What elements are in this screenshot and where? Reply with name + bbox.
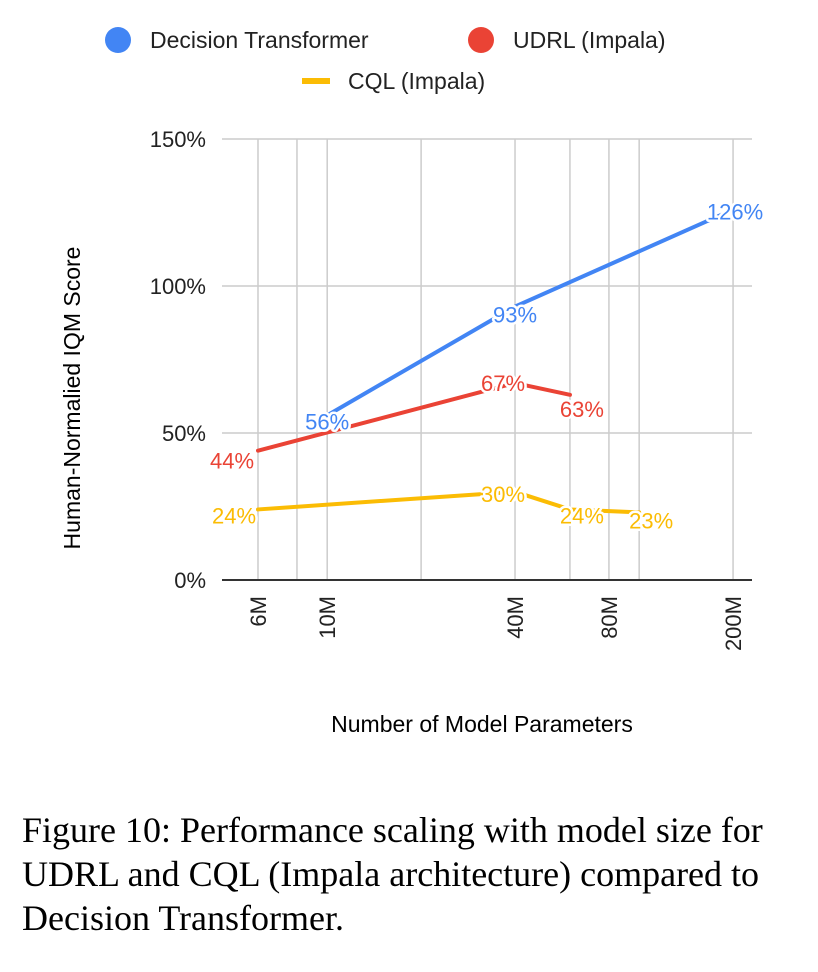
legend-label: Decision Transformer xyxy=(150,27,369,53)
y-tick-label: 0% xyxy=(174,568,206,593)
data-label-halo: 44% xyxy=(210,449,254,474)
axes: 0% 50% 100% 150% 6M 10M 40M 80M 200M xyxy=(150,127,752,651)
data-label: 63% xyxy=(560,397,604,422)
y-tick-label: 50% xyxy=(162,421,206,446)
x-tick-label: 200M xyxy=(721,596,746,651)
data-label: 56% xyxy=(305,409,349,434)
y-axis-label: Human-Normalied IQM Score xyxy=(59,247,85,550)
data-label-halo: 126% xyxy=(707,200,763,225)
data-label: 126% xyxy=(707,200,763,225)
x-axis-label: Number of Model Parameters xyxy=(331,711,633,737)
legend-marker-circle xyxy=(105,27,131,53)
data-label-halo: 93% xyxy=(493,303,537,328)
legend-label: UDRL (Impala) xyxy=(513,27,666,53)
data-label: 67% xyxy=(481,371,525,396)
data-label: 30% xyxy=(481,482,525,507)
data-label-halo: 24% xyxy=(212,503,256,528)
y-tick-label: 100% xyxy=(150,274,206,299)
legend-marker-line xyxy=(302,78,330,84)
data-label-halo: 63% xyxy=(560,397,604,422)
series-line xyxy=(255,381,572,453)
gridlines xyxy=(222,138,752,580)
data-label: 44% xyxy=(210,449,254,474)
data-label: 93% xyxy=(493,303,537,328)
data-label: 23% xyxy=(629,508,673,533)
x-tick-label: 80M xyxy=(597,596,622,639)
legend: Decision Transformer UDRL (Impala) CQL (Im… xyxy=(105,27,666,94)
series-line xyxy=(325,207,736,418)
x-tick-label: 40M xyxy=(503,596,528,639)
data-label: 24% xyxy=(212,503,256,528)
data-label-halo: 67% xyxy=(481,371,525,396)
legend-marker-circle xyxy=(468,27,494,53)
series-line xyxy=(255,489,642,515)
figure-caption: Figure 10: Performance scaling with mode… xyxy=(22,810,763,938)
data-label-halo: 56% xyxy=(305,409,349,434)
data-label-halo: 30% xyxy=(481,482,525,507)
data-label: 24% xyxy=(560,503,604,528)
x-tick-label: 10M xyxy=(315,596,340,639)
series-group xyxy=(255,207,736,515)
y-tick-label: 150% xyxy=(150,127,206,152)
data-label-halo: 23% xyxy=(629,508,673,533)
data-label-halo: 24% xyxy=(560,503,604,528)
x-tick-label: 6M xyxy=(246,596,271,627)
data-labels: 56%56%93%93%126%126%44%44%67%67%63%63%24… xyxy=(207,197,765,536)
chart: Decision Transformer UDRL (Impala) CQL (Im… xyxy=(59,27,765,737)
legend-label: CQL (Impala) xyxy=(348,68,485,94)
